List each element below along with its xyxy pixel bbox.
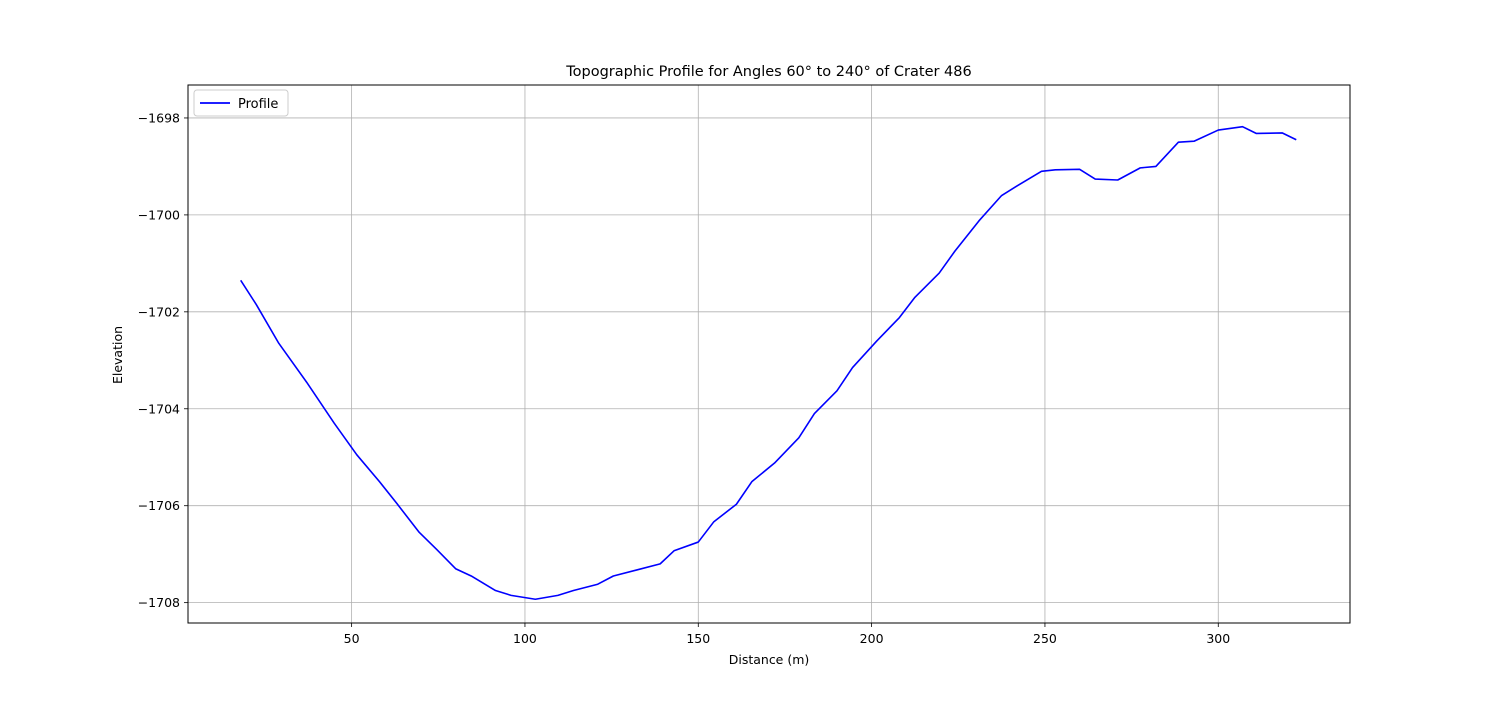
x-axis-label: Distance (m) [729, 652, 810, 667]
grid [188, 85, 1350, 623]
x-tick-label: 150 [686, 631, 710, 646]
chart-title: Topographic Profile for Angles 60° to 24… [565, 64, 971, 80]
legend: Profile [193, 89, 289, 117]
y-tick-label: −1708 [138, 595, 180, 610]
y-tick-label: −1698 [138, 110, 180, 125]
plot-frame [187, 84, 1351, 624]
x-tick-label: 50 [344, 631, 360, 646]
x-tick-label: 100 [513, 631, 537, 646]
x-axis-ticks: 50 100 150 200 250 300 [344, 623, 1230, 646]
y-tick-label: −1700 [138, 207, 180, 222]
y-tick-label: −1702 [138, 304, 180, 319]
x-tick-label: 300 [1206, 631, 1230, 646]
x-tick-label: 200 [860, 631, 884, 646]
x-tick-label: 250 [1033, 631, 1057, 646]
series-line-profile [240, 125, 1297, 601]
series-layer [240, 125, 1297, 601]
y-axis-label: Elevation [110, 326, 125, 384]
y-tick-label: −1704 [138, 401, 180, 416]
legend-label-profile: Profile [238, 97, 278, 112]
y-tick-label: −1706 [138, 498, 180, 513]
legend-box [193, 89, 289, 117]
y-axis-ticks: −1698 −1700 −1702 −1704 −1706 −1708 [138, 110, 188, 610]
